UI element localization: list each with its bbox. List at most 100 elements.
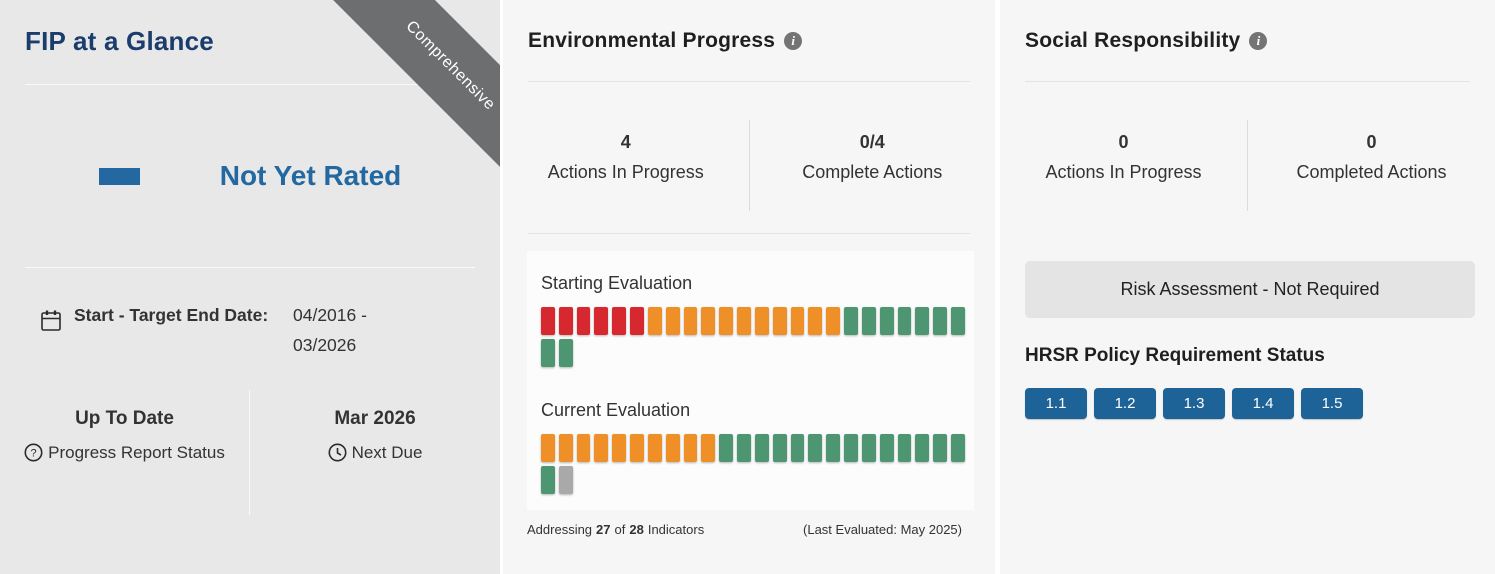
divider bbox=[25, 84, 475, 85]
indicator-block-orange bbox=[647, 307, 662, 335]
indicator-bar-row bbox=[541, 339, 965, 367]
indicator-block-green bbox=[808, 434, 823, 462]
indicator-bar-row bbox=[541, 466, 965, 494]
indicator-block-orange bbox=[576, 434, 591, 462]
addressing-of: of bbox=[614, 522, 626, 537]
indicator-block-orange bbox=[665, 307, 680, 335]
evaluation-label: Starting Evaluation bbox=[541, 273, 693, 293]
indicator-block-red bbox=[541, 307, 555, 335]
rating-dash-icon bbox=[98, 167, 140, 185]
hrsr-policy-badges: 1.1 1.2 1.3 1.4 1.5 bbox=[1025, 388, 1470, 419]
hrsr-badge-1-5[interactable]: 1.5 bbox=[1301, 388, 1363, 419]
question-circle-icon: ? bbox=[24, 443, 43, 462]
indicator-block-green bbox=[933, 434, 948, 462]
indicator-block-red bbox=[612, 307, 627, 335]
divider bbox=[748, 120, 750, 211]
next-due: Mar 2026 Next Due bbox=[250, 390, 500, 515]
indicator-block-orange bbox=[612, 434, 627, 462]
hrsr-badge-1-1[interactable]: 1.1 bbox=[1025, 388, 1087, 419]
divider bbox=[528, 81, 970, 82]
indicator-block-orange bbox=[808, 307, 823, 335]
hrsr-policy-title: HRSR Policy Requirement Status bbox=[1025, 345, 1325, 366]
next-due-value: Mar 2026 bbox=[334, 408, 416, 430]
indicator-block-orange bbox=[826, 307, 841, 335]
stat-value: 0 bbox=[1366, 132, 1377, 152]
fip-at-a-glance-panel: Comprehensive FIP at a Glance Not Yet Ra… bbox=[0, 0, 500, 574]
indicator-block-orange bbox=[701, 307, 716, 335]
indicator-block-green bbox=[951, 307, 965, 335]
date-range-label: Start - Target End Date: bbox=[74, 305, 269, 325]
starting-evaluation: Starting Evaluation bbox=[541, 273, 965, 367]
divider bbox=[1247, 120, 1248, 211]
evaluation-card: Starting Evaluation Current Evaluation bbox=[527, 251, 974, 510]
stat-label: Actions In Progress bbox=[547, 162, 704, 182]
panel-title: Environmental Progress bbox=[528, 29, 776, 52]
indicator-block-green bbox=[772, 434, 787, 462]
indicator-block-red bbox=[558, 307, 573, 335]
indicator-block-gray bbox=[559, 466, 573, 494]
indicator-block-green bbox=[826, 434, 841, 462]
indicator-block-green bbox=[541, 339, 555, 367]
indicator-block-green bbox=[737, 434, 751, 462]
actions-in-progress-stat: 0 Actions In Progress bbox=[1000, 82, 1247, 233]
evaluation-footer: Addressing 27 of 28 Indicators (Last Eva… bbox=[527, 522, 962, 537]
indicator-block-green bbox=[933, 307, 948, 335]
stat-value: 0 bbox=[1118, 132, 1129, 152]
addressing-prefix: Addressing bbox=[527, 522, 593, 537]
evaluation-label: Current Evaluation bbox=[541, 400, 691, 420]
indicator-block-green bbox=[915, 434, 930, 462]
indicator-block-red bbox=[594, 307, 609, 335]
indicator-block-red bbox=[576, 307, 591, 335]
indicator-block-orange bbox=[754, 307, 769, 335]
divider bbox=[1025, 81, 1470, 82]
stat-label: Actions In Progress bbox=[1045, 162, 1202, 182]
indicator-block-green bbox=[790, 434, 805, 462]
indicator-block-orange bbox=[772, 307, 787, 335]
indicator-block-green bbox=[915, 307, 930, 335]
glance-status-row: Up To Date ? Progress Report Status Mar … bbox=[0, 390, 500, 516]
indicator-block-orange bbox=[683, 307, 698, 335]
indicator-block-green bbox=[879, 307, 894, 335]
next-due-label: Next Due bbox=[268, 438, 482, 468]
addressing-indicators: Addressing 27 of 28 Indicators bbox=[527, 522, 704, 537]
stat-label: Completed Actions bbox=[1296, 162, 1447, 182]
actions-in-progress-stat: 4 Actions In Progress bbox=[503, 82, 749, 233]
completed-actions-stat: 0 Completed Actions bbox=[1248, 82, 1495, 233]
indicator-block-red bbox=[630, 307, 644, 335]
environmental-progress-panel: Environmental Progress i 4 Actions In Pr… bbox=[503, 0, 995, 574]
progress-report-status-label: ? Progress Report Status bbox=[18, 438, 231, 468]
divider bbox=[25, 267, 475, 268]
progress-report-status-value: Up To Date bbox=[75, 408, 174, 430]
indicator-block-green bbox=[559, 339, 573, 367]
svg-text:?: ? bbox=[31, 448, 37, 460]
indicator-block-orange bbox=[630, 434, 644, 462]
complete-actions-stat: 0/4 Complete Actions bbox=[750, 82, 996, 233]
info-icon[interactable]: i bbox=[784, 32, 803, 50]
page-title: FIP at a Glance bbox=[25, 26, 214, 56]
indicator-block-orange bbox=[541, 434, 555, 462]
date-range-value: 04/2016 - 03/2026 bbox=[293, 305, 367, 356]
indicator-bar-row bbox=[541, 307, 965, 335]
indicator-block-orange bbox=[558, 434, 573, 462]
indicator-block-green bbox=[844, 307, 858, 335]
info-icon[interactable]: i bbox=[1249, 32, 1268, 50]
indicator-block-orange bbox=[594, 434, 609, 462]
environmental-stats: 4 Actions In Progress 0/4 Complete Actio… bbox=[503, 82, 995, 233]
indicator-block-green bbox=[951, 434, 965, 462]
clock-icon bbox=[328, 443, 347, 462]
last-evaluated: (Last Evaluated: May 2025) bbox=[803, 522, 962, 537]
hrsr-badge-1-2[interactable]: 1.2 bbox=[1094, 388, 1156, 419]
fip-rating: Not Yet Rated bbox=[0, 85, 500, 267]
progress-report-status: Up To Date ? Progress Report Status bbox=[0, 390, 250, 516]
indicator-bar-row bbox=[541, 434, 965, 462]
panel-header: Environmental Progress i bbox=[503, 0, 995, 53]
stat-value: 0/4 bbox=[859, 132, 885, 152]
date-range-row: Start - Target End Date: 04/2016 - 03/20… bbox=[0, 268, 500, 360]
hrsr-badge-1-4[interactable]: 1.4 bbox=[1232, 388, 1294, 419]
indicator-block-green bbox=[861, 434, 876, 462]
indicator-block-green bbox=[861, 307, 876, 335]
hrsr-badge-1-3[interactable]: 1.3 bbox=[1163, 388, 1225, 419]
social-responsibility-panel: Social Responsibility i 0 Actions In Pro… bbox=[1000, 0, 1495, 574]
current-evaluation: Current Evaluation bbox=[541, 400, 965, 494]
indicator-block-green bbox=[719, 434, 734, 462]
